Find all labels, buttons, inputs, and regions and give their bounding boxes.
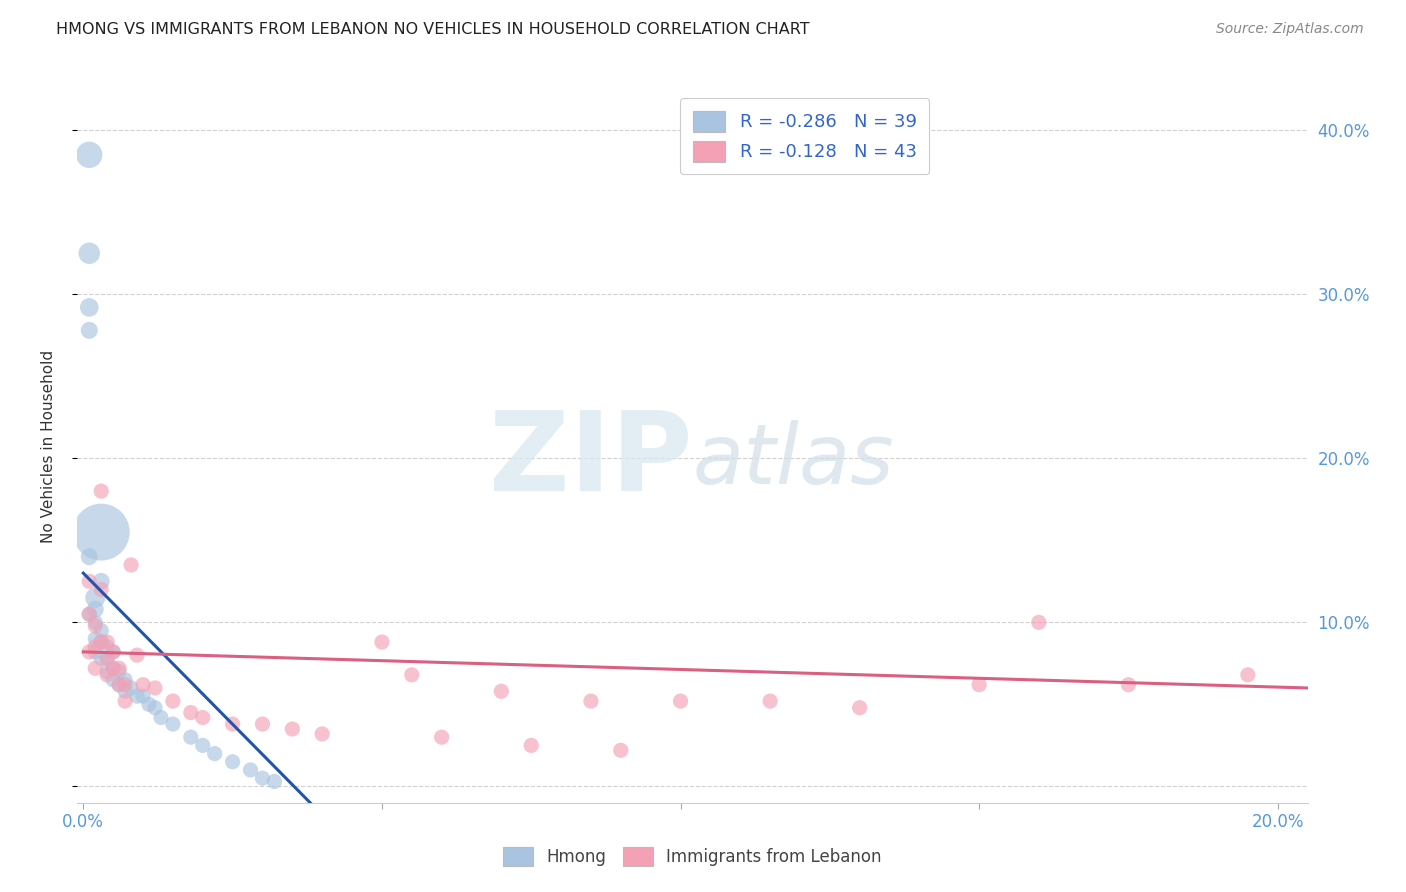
Point [263,774,285,789]
Point [204,747,226,761]
Point [84,618,107,632]
Point [101,661,124,675]
Point [90,635,112,649]
Point [101,673,124,687]
Point [221,717,243,731]
Point [77,645,100,659]
Point [579,694,602,708]
Point [143,700,166,714]
Point [84,632,107,646]
Legend: Hmong, Immigrants from Lebanon: Hmong, Immigrants from Lebanon [496,840,889,873]
Text: ZIP: ZIP [489,407,693,514]
Point [281,722,304,736]
Point [90,651,112,665]
Point [114,694,136,708]
Point [96,665,118,679]
Point [77,607,100,622]
Point [96,651,118,665]
Point [96,640,118,654]
Point [120,681,142,695]
Point [90,525,112,540]
Point [120,558,142,572]
Point [371,635,394,649]
Point [77,301,100,315]
Point [101,645,124,659]
Text: atlas: atlas [693,420,894,500]
Point [430,730,453,744]
Point [77,323,100,337]
Point [132,689,155,703]
Point [77,607,100,622]
Point [114,678,136,692]
Point [96,651,118,665]
Point [610,743,633,757]
Point [108,661,131,675]
Point [90,484,112,499]
Point [84,602,107,616]
Text: Source: ZipAtlas.com: Source: ZipAtlas.com [1216,22,1364,37]
Point [84,645,107,659]
Point [90,574,112,589]
Point [77,148,100,162]
Point [101,645,124,659]
Point [180,730,202,744]
Point [132,678,155,692]
Point [84,661,107,675]
Point [77,549,100,564]
Point [491,684,513,698]
Point [669,694,692,708]
Point [162,694,184,708]
Point [108,678,131,692]
Text: HMONG VS IMMIGRANTS FROM LEBANON NO VEHICLES IN HOUSEHOLD CORRELATION CHART: HMONG VS IMMIGRANTS FROM LEBANON NO VEHI… [56,22,810,37]
Point [96,668,118,682]
Point [191,739,214,753]
Point [221,755,243,769]
Point [90,582,112,597]
Point [252,717,274,731]
Point [125,648,148,662]
Point [84,615,107,630]
Point [520,739,543,753]
Point [90,635,112,649]
Point [108,665,131,679]
Point [84,591,107,605]
Point [77,574,100,589]
Point [149,710,172,724]
Point [114,673,136,687]
Point [125,689,148,703]
Point [311,727,333,741]
Point [84,640,107,654]
Point [1118,678,1140,692]
Point [108,678,131,692]
Point [180,706,202,720]
Point [401,668,423,682]
Point [143,681,166,695]
Point [1028,615,1050,630]
Point [162,717,184,731]
Point [1237,668,1260,682]
Y-axis label: No Vehicles in Household: No Vehicles in Household [42,350,56,542]
Point [96,635,118,649]
Point [77,246,100,260]
Point [967,678,990,692]
Point [252,771,274,785]
Point [101,661,124,675]
Point [114,684,136,698]
Point [239,763,262,777]
Point [759,694,782,708]
Point [138,698,160,712]
Point [848,700,870,714]
Point [191,710,214,724]
Point [90,624,112,638]
